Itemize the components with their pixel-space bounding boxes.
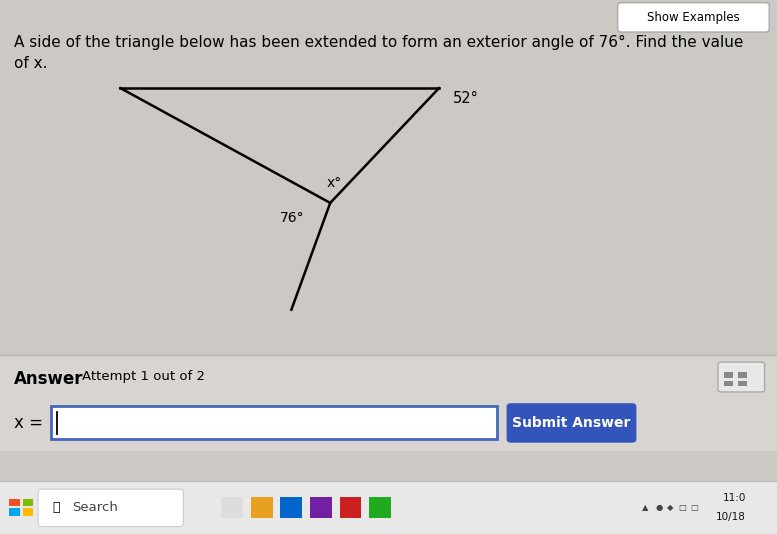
FancyBboxPatch shape [507, 403, 636, 443]
Text: Search: Search [72, 501, 118, 514]
Text: 52°: 52° [453, 91, 479, 106]
Text: 🔍: 🔍 [52, 501, 60, 514]
Bar [23, 508, 33, 516]
FancyBboxPatch shape [51, 406, 497, 439]
Text: Attempt 1 out of 2: Attempt 1 out of 2 [82, 370, 204, 383]
Text: of x.: of x. [14, 56, 47, 71]
Text: 11:0: 11:0 [723, 493, 746, 502]
Text: 76°: 76° [280, 211, 305, 225]
Text: Submit Answer: Submit Answer [512, 416, 631, 430]
Text: x°: x° [326, 176, 342, 190]
Text: □: □ [678, 503, 686, 512]
Text: Show Examples: Show Examples [646, 11, 740, 23]
Text: ◆: ◆ [667, 503, 673, 512]
Bar [23, 499, 33, 506]
Text: ●: ● [655, 503, 663, 512]
Bar [369, 497, 391, 518]
Text: x =: x = [14, 414, 43, 432]
Bar [310, 497, 332, 518]
Text: 10/18: 10/18 [716, 512, 746, 522]
Bar [340, 497, 361, 518]
Text: ▲: ▲ [642, 503, 648, 512]
Text: A side of the triangle below has been extended to form an exterior angle of 76°.: A side of the triangle below has been ex… [14, 35, 744, 50]
Bar [221, 497, 243, 518]
Text: □: □ [690, 503, 698, 512]
Text: Answer: Answer [14, 370, 83, 388]
Bar [0, 355, 777, 451]
FancyBboxPatch shape [38, 489, 183, 527]
Bar [738, 372, 747, 378]
Bar [738, 381, 747, 386]
Bar [280, 497, 302, 518]
Bar [724, 381, 733, 386]
Bar [9, 499, 20, 506]
Bar [251, 497, 273, 518]
Bar [9, 508, 20, 516]
FancyBboxPatch shape [718, 362, 765, 392]
Bar [724, 372, 733, 378]
Bar [0, 481, 777, 534]
FancyBboxPatch shape [618, 3, 769, 32]
